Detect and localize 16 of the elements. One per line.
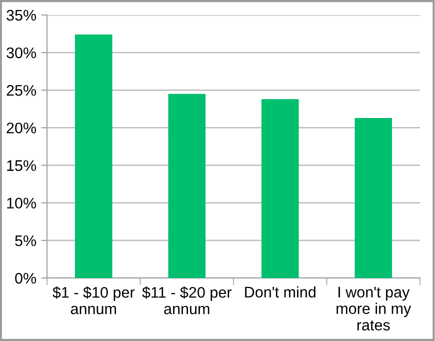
y-tick-label: 10% bbox=[7, 198, 36, 209]
y-tick-label: 30% bbox=[6, 47, 36, 58]
y-tick-label: 15% bbox=[7, 160, 36, 171]
bar bbox=[261, 99, 299, 278]
x-tick-label: Don't mind bbox=[245, 286, 316, 298]
y-tick-label: 35% bbox=[6, 10, 36, 21]
y-tick-label: 0% bbox=[15, 272, 36, 284]
x-tick-label: $1 - $10 per annum bbox=[52, 286, 135, 314]
x-tick-label: I won't pay more in my rates bbox=[336, 286, 412, 330]
bar bbox=[354, 118, 392, 278]
y-tick-label: 25% bbox=[6, 85, 36, 96]
x-tick-label: $11 - $20 per annum bbox=[142, 286, 232, 314]
bar bbox=[74, 34, 112, 278]
y-tick-label: 20% bbox=[6, 122, 36, 134]
bar bbox=[168, 94, 206, 278]
y-tick-label: 5% bbox=[15, 235, 36, 246]
